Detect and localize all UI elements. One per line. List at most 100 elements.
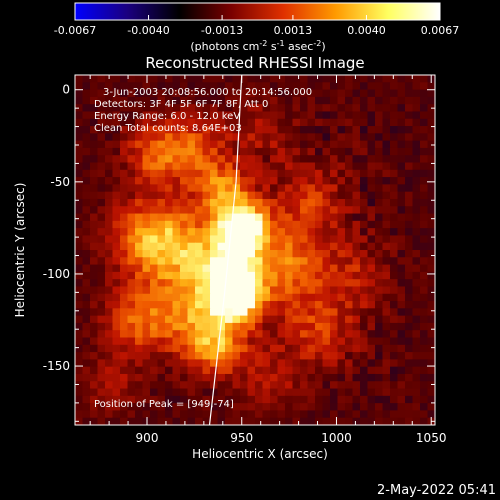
heatmap-cell xyxy=(82,228,91,237)
heatmap-cell xyxy=(195,133,204,142)
heatmap-cell xyxy=(412,330,421,339)
heatmap-cell xyxy=(397,373,406,382)
heatmap-cell xyxy=(345,337,354,346)
heatmap-cell xyxy=(345,264,354,273)
heatmap-cell xyxy=(187,279,196,288)
heatmap-cell xyxy=(382,257,391,266)
heatmap-cell xyxy=(210,220,219,229)
heatmap-cell xyxy=(352,82,361,91)
heatmap-cell xyxy=(135,220,144,229)
heatmap-cell xyxy=(202,104,211,113)
heatmap-cell xyxy=(292,352,301,360)
heatmap-cell xyxy=(202,250,211,258)
heatmap-cell xyxy=(285,184,294,193)
heatmap-cell xyxy=(210,388,219,397)
heatmap-cell xyxy=(105,301,114,309)
heatmap-cell xyxy=(202,147,211,156)
heatmap-cell xyxy=(97,96,106,105)
heatmap-cell xyxy=(375,133,384,142)
heatmap-cell xyxy=(405,82,414,91)
heatmap-cell xyxy=(142,373,151,382)
heatmap-cell xyxy=(247,388,256,397)
heatmap-cell xyxy=(240,191,249,200)
heatmap-cell xyxy=(187,417,196,425)
heatmap-cell xyxy=(270,191,279,200)
heatmap-cell xyxy=(397,206,406,215)
heatmap-cell xyxy=(187,257,196,266)
heatmap-cell xyxy=(120,96,129,105)
heatmap-cell xyxy=(270,315,279,324)
heatmap-cell xyxy=(420,352,429,360)
heatmap-cell xyxy=(210,126,219,134)
heatmap-cell xyxy=(322,242,331,251)
heatmap-cell xyxy=(180,279,189,288)
heatmap-cell xyxy=(202,410,211,419)
heatmap-cell xyxy=(427,279,435,288)
heatmap-cell xyxy=(262,155,271,164)
heatmap-cell xyxy=(322,264,331,273)
heatmap-cell xyxy=(330,140,339,149)
heatmap-cell xyxy=(255,257,264,266)
heatmap-cell xyxy=(352,96,361,105)
heatmap-cell xyxy=(82,104,91,113)
heatmap-cell xyxy=(247,191,256,200)
heatmap-cell xyxy=(307,118,316,127)
heatmap-cell xyxy=(285,403,294,412)
heatmap-cell xyxy=(375,206,384,215)
heatmap-cell xyxy=(405,293,414,302)
heatmap-cell xyxy=(315,206,324,215)
heatmap-cell xyxy=(120,271,129,280)
heatmap-cell xyxy=(165,366,174,375)
heatmap-cell xyxy=(120,126,129,134)
heatmap-cell xyxy=(270,242,279,251)
heatmap-cell xyxy=(112,359,121,368)
heatmap-cell xyxy=(397,403,406,412)
heatmap-cell xyxy=(135,301,144,309)
heatmap-cell xyxy=(390,352,399,360)
heatmap-cell xyxy=(262,96,271,105)
heatmap-cell xyxy=(180,242,189,251)
heatmap-cell xyxy=(172,126,181,134)
heatmap-cell xyxy=(300,373,309,382)
heatmap-cell xyxy=(367,417,376,425)
heatmap-cell xyxy=(187,293,196,302)
heatmap-cell xyxy=(105,220,114,229)
heatmap-cell xyxy=(367,337,376,346)
heatmap-cell xyxy=(300,410,309,419)
heatmap-cell xyxy=(97,206,106,215)
heatmap-cell xyxy=(127,213,136,222)
heatmap-cell xyxy=(82,373,91,382)
heatmap-cell xyxy=(75,293,84,302)
heatmap-cell xyxy=(217,147,226,156)
heatmap-cell xyxy=(127,155,136,164)
heatmap-cell xyxy=(427,162,435,171)
heatmap-cell xyxy=(322,169,331,178)
heatmap-cell xyxy=(300,301,309,309)
heatmap-cell xyxy=(165,279,174,288)
heatmap-cell xyxy=(142,206,151,215)
heatmap-cell xyxy=(262,366,271,375)
heatmap-cell xyxy=(247,257,256,266)
heatmap-cell xyxy=(255,293,264,302)
heatmap-cell xyxy=(300,147,309,156)
heatmap-cell xyxy=(367,228,376,237)
heatmap-cell xyxy=(367,242,376,251)
heatmap-cell xyxy=(330,118,339,127)
heatmap-cell xyxy=(127,381,136,390)
heatmap-cell xyxy=(322,250,331,258)
heatmap-cell xyxy=(112,417,121,425)
heatmap-cell xyxy=(285,250,294,258)
heatmap-cell xyxy=(157,169,166,178)
heatmap-cell xyxy=(292,213,301,222)
heatmap-cell xyxy=(97,388,106,397)
heatmap-cell xyxy=(202,126,211,134)
heatmap-cell xyxy=(180,191,189,200)
heatmap-cell xyxy=(127,228,136,237)
heatmap-cell xyxy=(165,82,174,91)
heatmap-cell xyxy=(345,301,354,309)
heatmap-cell xyxy=(172,191,181,200)
heatmap-cell xyxy=(345,162,354,171)
heatmap-cell xyxy=(352,228,361,237)
heatmap-cell xyxy=(427,410,435,419)
heatmap-cell xyxy=(97,308,106,317)
